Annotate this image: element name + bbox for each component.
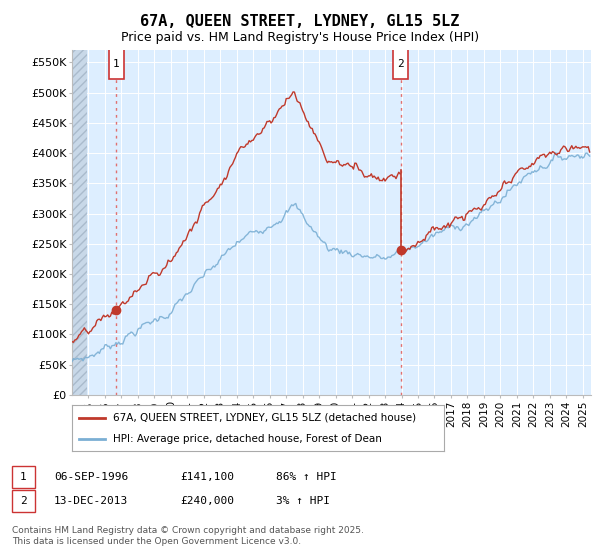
Bar xyxy=(72,50,87,395)
Text: 67A, QUEEN STREET, LYDNEY, GL15 5LZ: 67A, QUEEN STREET, LYDNEY, GL15 5LZ xyxy=(140,14,460,29)
Text: 1: 1 xyxy=(20,472,27,482)
Text: HPI: Average price, detached house, Forest of Dean: HPI: Average price, detached house, Fore… xyxy=(113,435,382,444)
Text: 2: 2 xyxy=(397,59,404,69)
FancyBboxPatch shape xyxy=(393,49,408,80)
Text: Price paid vs. HM Land Registry's House Price Index (HPI): Price paid vs. HM Land Registry's House … xyxy=(121,31,479,44)
Text: 06-SEP-1996: 06-SEP-1996 xyxy=(54,472,128,482)
Text: 67A, QUEEN STREET, LYDNEY, GL15 5LZ (detached house): 67A, QUEEN STREET, LYDNEY, GL15 5LZ (det… xyxy=(113,413,416,423)
Text: 13-DEC-2013: 13-DEC-2013 xyxy=(54,496,128,506)
Text: 3% ↑ HPI: 3% ↑ HPI xyxy=(276,496,330,506)
Text: 1: 1 xyxy=(113,59,119,69)
Text: £141,100: £141,100 xyxy=(180,472,234,482)
Text: 2: 2 xyxy=(20,496,27,506)
FancyBboxPatch shape xyxy=(109,49,124,80)
Text: £240,000: £240,000 xyxy=(180,496,234,506)
Text: 86% ↑ HPI: 86% ↑ HPI xyxy=(276,472,337,482)
Text: Contains HM Land Registry data © Crown copyright and database right 2025.
This d: Contains HM Land Registry data © Crown c… xyxy=(12,526,364,546)
